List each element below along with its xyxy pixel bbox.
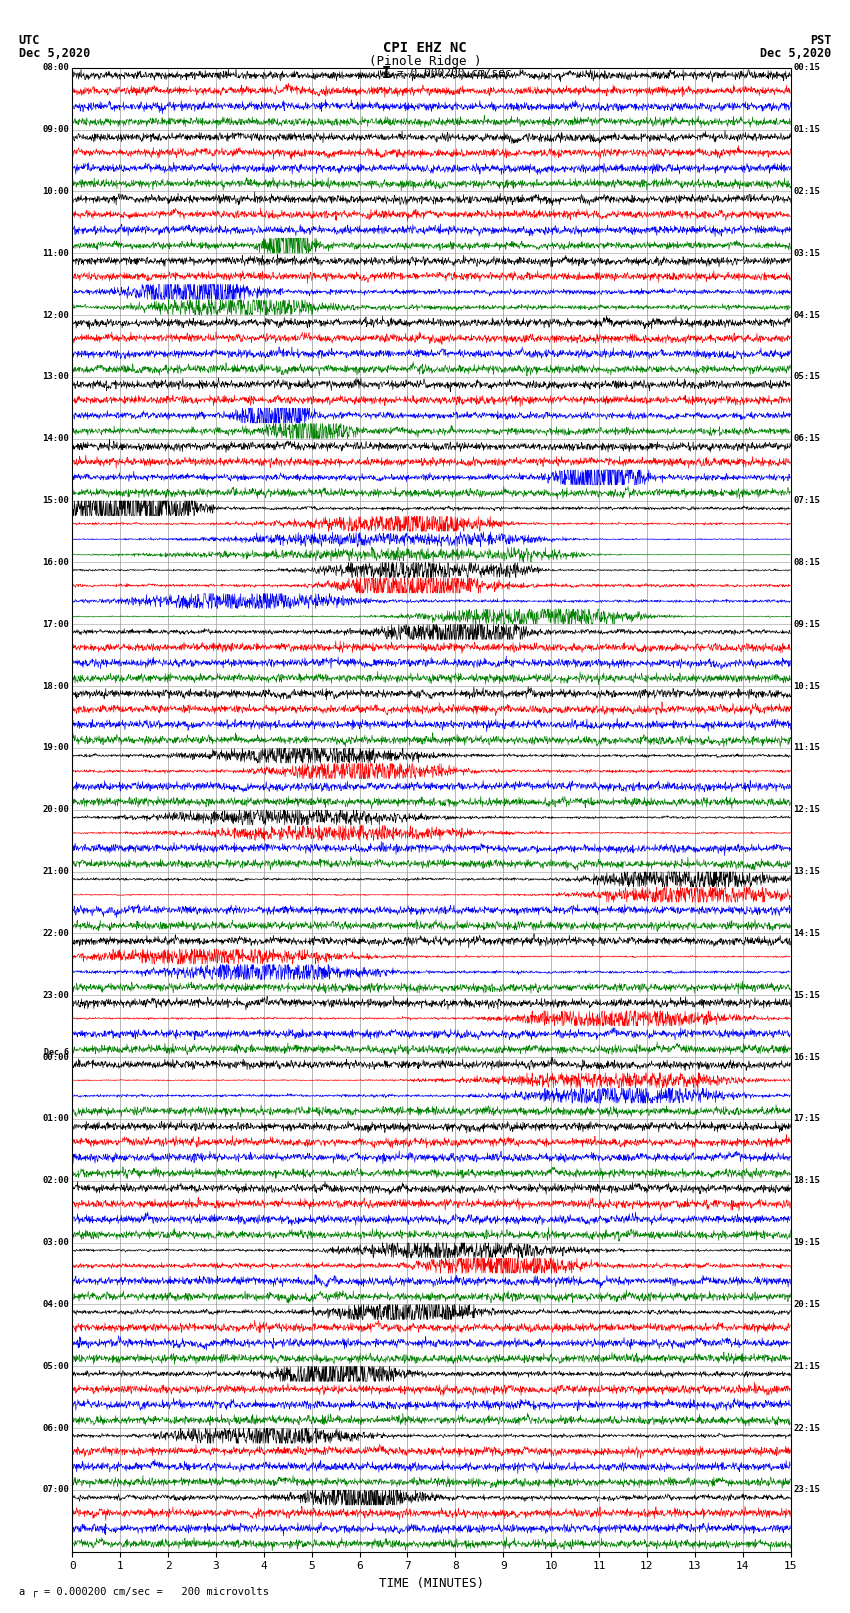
Text: 05:15: 05:15: [793, 373, 820, 381]
Text: 22:00: 22:00: [42, 929, 70, 937]
Text: 14:15: 14:15: [793, 929, 820, 937]
Text: 21:00: 21:00: [42, 868, 70, 876]
Text: Dec 6: Dec 6: [44, 1048, 70, 1057]
Text: 11:15: 11:15: [793, 744, 820, 752]
Text: 04:15: 04:15: [793, 311, 820, 319]
Text: 13:15: 13:15: [793, 868, 820, 876]
Text: 02:15: 02:15: [793, 187, 820, 195]
Text: 21:15: 21:15: [793, 1361, 820, 1371]
Text: 00:15: 00:15: [793, 63, 820, 73]
Text: 15:00: 15:00: [42, 497, 70, 505]
Text: 20:15: 20:15: [793, 1300, 820, 1308]
Text: 10:15: 10:15: [793, 682, 820, 690]
X-axis label: TIME (MINUTES): TIME (MINUTES): [379, 1578, 484, 1590]
Text: Dec 5,2020: Dec 5,2020: [19, 47, 90, 60]
Text: 06:00: 06:00: [42, 1424, 70, 1432]
Text: = 0.000200 cm/sec: = 0.000200 cm/sec: [397, 68, 512, 77]
Text: 12:15: 12:15: [793, 805, 820, 815]
Text: a ┌ = 0.000200 cm/sec =   200 microvolts: a ┌ = 0.000200 cm/sec = 200 microvolts: [19, 1586, 269, 1597]
Text: 03:15: 03:15: [793, 248, 820, 258]
Text: 07:15: 07:15: [793, 497, 820, 505]
Text: 14:00: 14:00: [42, 434, 70, 444]
Text: 17:15: 17:15: [793, 1115, 820, 1123]
Text: 07:00: 07:00: [42, 1486, 70, 1494]
Text: CPI EHZ NC: CPI EHZ NC: [383, 40, 467, 55]
Text: 00:00: 00:00: [42, 1053, 70, 1061]
Text: 15:15: 15:15: [793, 990, 820, 1000]
Text: 17:00: 17:00: [42, 619, 70, 629]
Text: 04:00: 04:00: [42, 1300, 70, 1308]
Text: 08:15: 08:15: [793, 558, 820, 566]
Text: 03:00: 03:00: [42, 1239, 70, 1247]
Text: UTC: UTC: [19, 34, 40, 47]
Text: 16:00: 16:00: [42, 558, 70, 566]
Text: 23:15: 23:15: [793, 1486, 820, 1494]
Text: 06:15: 06:15: [793, 434, 820, 444]
Text: 01:15: 01:15: [793, 126, 820, 134]
Text: PST: PST: [810, 34, 831, 47]
Text: 22:15: 22:15: [793, 1424, 820, 1432]
Text: 19:00: 19:00: [42, 744, 70, 752]
Text: 23:00: 23:00: [42, 990, 70, 1000]
Text: 19:15: 19:15: [793, 1239, 820, 1247]
Text: 02:00: 02:00: [42, 1176, 70, 1186]
Text: Dec 5,2020: Dec 5,2020: [760, 47, 831, 60]
Text: 10:00: 10:00: [42, 187, 70, 195]
Text: 12:00: 12:00: [42, 311, 70, 319]
Text: 08:00: 08:00: [42, 63, 70, 73]
Text: 18:15: 18:15: [793, 1176, 820, 1186]
Text: 18:00: 18:00: [42, 682, 70, 690]
Text: 09:00: 09:00: [42, 126, 70, 134]
Text: 11:00: 11:00: [42, 248, 70, 258]
Text: (Pinole Ridge ): (Pinole Ridge ): [369, 55, 481, 68]
Text: 05:00: 05:00: [42, 1361, 70, 1371]
Text: 01:00: 01:00: [42, 1115, 70, 1123]
Text: 16:15: 16:15: [793, 1053, 820, 1061]
Text: 20:00: 20:00: [42, 805, 70, 815]
Text: I: I: [382, 66, 391, 81]
Text: 13:00: 13:00: [42, 373, 70, 381]
Text: 09:15: 09:15: [793, 619, 820, 629]
